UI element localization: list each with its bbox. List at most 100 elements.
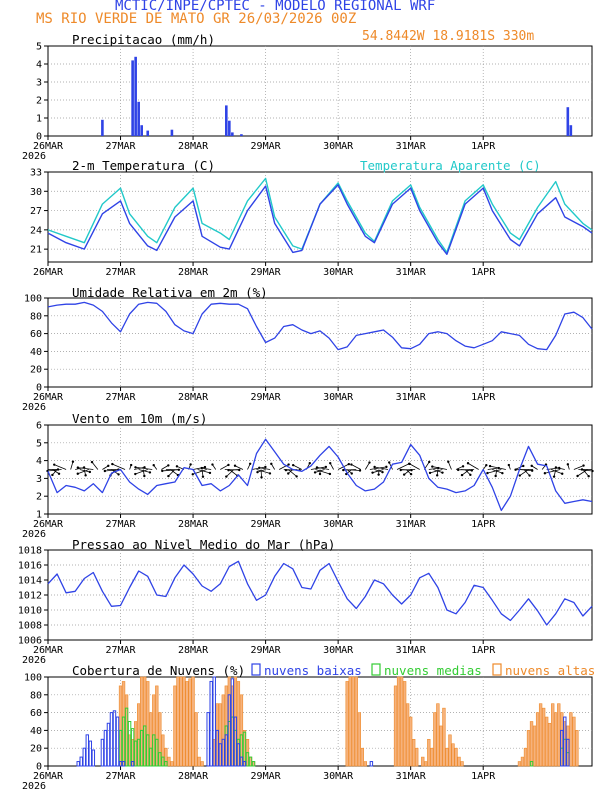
wind-arrow-head xyxy=(129,463,133,467)
legend-label: nuvens baixas xyxy=(264,663,362,678)
cloud-bar-high xyxy=(430,747,434,767)
plot-frame xyxy=(47,45,593,137)
cloud-bar-high xyxy=(526,730,531,767)
wind-arrow-head xyxy=(57,472,61,475)
cloud-bar-low xyxy=(242,761,247,767)
cloud-bar-low xyxy=(91,749,96,767)
legend-label: nuvens altas xyxy=(505,663,595,678)
x-year-label: 2026 xyxy=(22,151,46,162)
cloud-bar-high xyxy=(523,747,528,767)
wind-arrow-head xyxy=(84,474,87,477)
wind-arrow xyxy=(315,469,331,475)
y-tick-label: 40 xyxy=(30,347,42,358)
x-tick-label: 26MAR xyxy=(33,645,64,656)
panel-title: Cobertura de Nuvens (%) xyxy=(72,663,245,678)
cloud-bar-low xyxy=(227,694,232,767)
precip-bar xyxy=(140,125,143,136)
cloud-bar-low xyxy=(212,676,216,767)
wind-arrow xyxy=(467,462,479,470)
cloud-bar-high xyxy=(427,738,431,767)
wind-arrow-head xyxy=(358,469,362,472)
cloud-bar-high xyxy=(182,676,186,767)
wind-arrow xyxy=(256,469,271,474)
wind-arrow xyxy=(135,466,153,470)
series-line xyxy=(47,301,593,351)
wind-arrow-head xyxy=(409,472,413,476)
cloud-bar-high xyxy=(363,761,367,767)
wind-arrow-head xyxy=(385,465,388,469)
wind-arrow xyxy=(546,467,560,470)
panel-clouds xyxy=(44,663,593,770)
wind-arrow-head xyxy=(90,460,94,464)
wind-arrow-head xyxy=(518,474,522,477)
wind-arrow xyxy=(351,464,361,470)
cloud-bar-mid xyxy=(133,740,138,767)
wind-arrow-head xyxy=(200,466,203,470)
wind-arrow xyxy=(197,469,211,474)
cloud-bar-high xyxy=(529,721,534,767)
cloud-bar-high xyxy=(445,747,449,767)
y-tick-label: 5 xyxy=(36,438,42,449)
wind-arrow xyxy=(112,463,126,470)
wind-arrow-head xyxy=(566,463,570,466)
cloud-bar-mid xyxy=(155,738,159,767)
wind-arrow xyxy=(77,467,94,470)
wind-arrow-head xyxy=(111,462,114,466)
wind-arrow-head xyxy=(486,471,489,475)
wind-arrow-head xyxy=(143,466,146,469)
legend-swatch xyxy=(492,663,502,676)
x-tick-label: 30MAR xyxy=(323,267,354,278)
cloud-bar-mid xyxy=(149,747,153,767)
cloud-bar-high xyxy=(402,681,407,767)
wind-arrow xyxy=(257,469,266,473)
x-tick-label: 27MAR xyxy=(105,141,136,152)
series-line-cyan xyxy=(47,177,593,254)
wind-arrow-head xyxy=(295,475,298,478)
cloud-bar-high xyxy=(405,703,410,767)
x-tick-label: 26MAR xyxy=(33,141,64,152)
wind-arrow xyxy=(555,467,565,470)
plot-frame xyxy=(47,676,593,767)
cloud-bar-high xyxy=(541,707,546,767)
cloud-bar-high xyxy=(167,756,171,767)
wind-arrow xyxy=(455,465,464,470)
wind-arrow-head xyxy=(175,465,179,468)
cloud-bar-mid xyxy=(161,756,165,767)
x-tick-label: 29MAR xyxy=(251,392,282,403)
wind-arrow xyxy=(220,464,229,470)
wind-arrow-head xyxy=(148,471,152,474)
wind-arrow-head xyxy=(264,465,267,469)
wind-arrow xyxy=(91,461,99,470)
precip-bar xyxy=(240,134,243,136)
x-tick-label: 28MAR xyxy=(178,645,209,656)
y-tick-label: 1006 xyxy=(18,636,42,647)
wind-arrow xyxy=(400,469,416,471)
cloud-bar-mid xyxy=(529,761,534,767)
wind-arrow-head xyxy=(208,471,212,475)
x-tick-label: 28MAR xyxy=(178,267,209,278)
wind-arrow-head xyxy=(554,466,558,469)
cloud-bar-low xyxy=(115,716,120,767)
x-tick-label: 1APR xyxy=(471,141,496,152)
wind-arrow-head xyxy=(388,461,391,464)
x-year-label: 2026 xyxy=(22,781,46,792)
precip-bar xyxy=(569,125,573,136)
y-tick-label: 33 xyxy=(30,168,42,179)
cloud-bar-low xyxy=(230,678,235,767)
wind-arrow-head xyxy=(514,468,517,471)
wind-arrow-head xyxy=(238,468,241,472)
cloud-bar-mid xyxy=(143,725,147,767)
panel-pres xyxy=(44,549,593,644)
wind-arrow-head xyxy=(189,463,192,466)
wind-arrow-head xyxy=(134,466,137,469)
cloud-bar-high xyxy=(176,676,180,767)
wind-arrow xyxy=(162,469,180,472)
cloud-bar-high xyxy=(554,712,558,767)
panel-temp xyxy=(44,171,593,266)
y-tick-label: 1 xyxy=(36,114,42,125)
y-tick-label: 20 xyxy=(30,365,42,376)
wind-arrow xyxy=(544,469,561,474)
precip-bar xyxy=(134,56,137,136)
cloud-bar-high xyxy=(200,761,204,767)
